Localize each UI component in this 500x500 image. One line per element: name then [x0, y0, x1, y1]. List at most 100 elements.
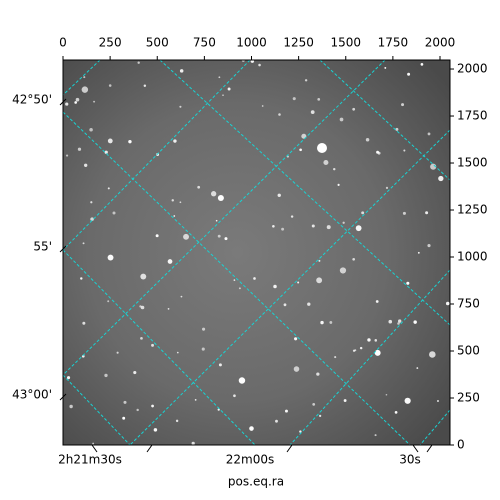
star	[179, 105, 182, 108]
dec-tick	[59, 98, 67, 106]
star	[317, 143, 327, 153]
star	[365, 137, 370, 142]
star	[367, 338, 371, 342]
star	[116, 351, 119, 354]
star	[66, 376, 71, 380]
star	[427, 132, 431, 136]
star	[312, 402, 316, 406]
star	[339, 117, 344, 122]
star	[359, 346, 363, 350]
star	[316, 277, 323, 284]
ra-tick-label: 30s	[399, 453, 421, 467]
star	[297, 281, 300, 284]
star	[354, 349, 357, 352]
star	[253, 277, 256, 280]
star	[310, 110, 315, 114]
star	[376, 150, 379, 154]
star	[375, 300, 379, 303]
star	[333, 167, 336, 171]
star	[299, 148, 302, 152]
star	[217, 234, 221, 238]
star	[217, 194, 224, 202]
star	[258, 63, 261, 67]
star	[292, 97, 296, 101]
dec-tick	[59, 245, 67, 253]
star	[104, 150, 108, 154]
star	[84, 163, 88, 167]
star	[175, 419, 179, 423]
star	[311, 224, 315, 228]
x-tick-label: 250	[99, 36, 122, 50]
star	[218, 76, 221, 79]
dec-tick	[59, 393, 67, 401]
star	[402, 211, 406, 215]
star	[339, 267, 347, 274]
y-tick-label: 0	[457, 438, 465, 452]
star	[107, 254, 114, 261]
star	[107, 138, 113, 144]
star	[404, 397, 411, 404]
star	[343, 399, 347, 402]
star	[438, 175, 444, 182]
star	[77, 147, 82, 151]
star	[65, 102, 69, 106]
star	[155, 234, 159, 238]
y-tick-label: 1000	[457, 250, 488, 264]
star	[281, 227, 285, 231]
star	[355, 225, 362, 232]
star	[107, 187, 110, 190]
ra-tick-label: 22m00s	[226, 453, 274, 467]
star	[112, 211, 116, 215]
star	[361, 211, 365, 215]
star	[75, 97, 80, 102]
y-tick-label: 1250	[457, 203, 488, 217]
star	[384, 66, 387, 69]
frame	[62, 59, 451, 446]
star	[273, 284, 277, 289]
star	[65, 154, 69, 157]
grid-line	[419, 409, 450, 445]
star	[317, 97, 321, 101]
x-tick-label: 1000	[236, 36, 267, 50]
star	[275, 419, 278, 423]
star	[318, 259, 321, 262]
ra-tick	[286, 444, 293, 453]
star	[191, 441, 195, 445]
star	[140, 336, 143, 340]
star	[299, 430, 302, 433]
star	[337, 183, 340, 186]
star	[82, 321, 86, 325]
star	[227, 87, 231, 91]
star	[293, 366, 300, 372]
star	[201, 347, 205, 351]
star	[425, 211, 429, 215]
star	[81, 86, 89, 93]
sky-image	[63, 60, 450, 445]
star	[92, 442, 95, 445]
ra-tick	[426, 444, 433, 453]
star	[403, 149, 406, 152]
star	[171, 199, 174, 202]
star	[388, 319, 393, 324]
star	[413, 320, 417, 324]
star	[318, 414, 322, 418]
grid-line	[63, 60, 101, 96]
star	[272, 224, 275, 228]
star	[385, 393, 388, 396]
star	[436, 400, 439, 402]
star	[334, 356, 337, 359]
star	[167, 259, 173, 264]
stars	[65, 60, 450, 445]
dec-tick-label: 55'	[33, 240, 52, 254]
ra-tick	[91, 444, 98, 453]
star	[250, 60, 255, 63]
grid-line	[63, 60, 251, 251]
star	[385, 186, 389, 190]
star	[406, 281, 410, 285]
x-tick-label: 1250	[283, 36, 314, 50]
star	[140, 305, 145, 310]
star	[342, 221, 345, 224]
star	[238, 287, 241, 290]
x-tick-label: 2000	[425, 36, 456, 50]
